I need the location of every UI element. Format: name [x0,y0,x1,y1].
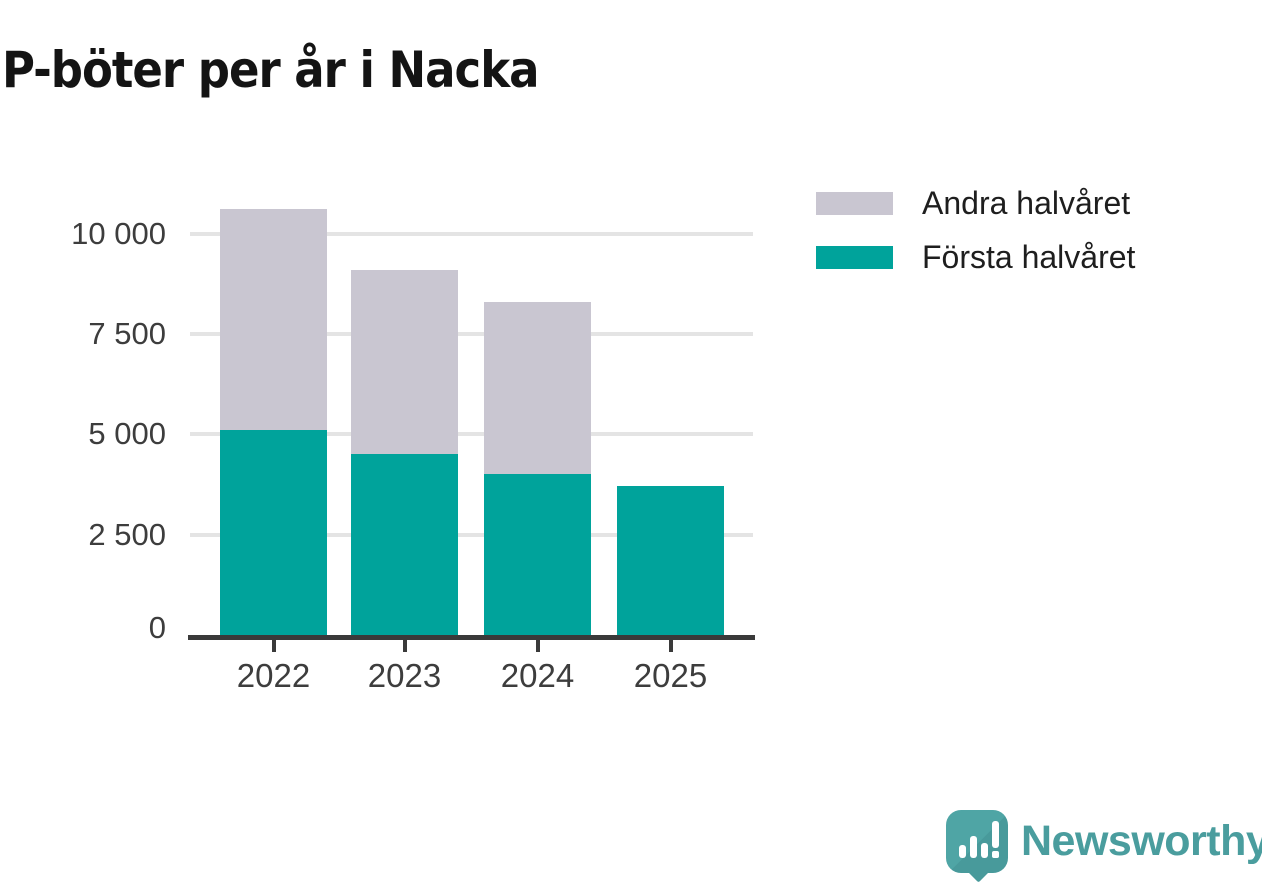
icon-bar-small [959,845,966,858]
x-axis-line [188,635,755,640]
newsworthy-wordmark: Newsworthy [1021,817,1262,865]
bar-2023-forsta [351,454,458,635]
legend-swatch-andra-halvaret [816,191,893,215]
bar-2025-forsta [617,486,724,635]
newsworthy-bubble-chart-icon [946,810,1008,883]
legend-label: Första halvåret [922,238,1136,275]
icon-exclamation-dot [992,851,999,858]
gridline-10000 [190,231,753,236]
page-title: P-böter per år i Nacka [2,40,539,99]
bar-2022-andra [220,209,327,431]
legend-item-andra-halvaret: Andra halvåret [816,184,1135,221]
bar-2024-forsta [484,474,591,635]
icon-exclamation-stem [992,821,999,848]
x-axis-label-2025: 2025 [633,657,708,694]
y-axis-tick-label: 5 000 [88,416,166,452]
y-axis-tick-label: 2 500 [88,516,166,552]
legend-swatch-forsta-halvaret [816,245,893,269]
x-axis-label-2022: 2022 [236,657,311,694]
y-axis-tick-label: 10 000 [71,215,166,251]
legend-label: Andra halvåret [922,184,1131,221]
x-axis-tick-2024 [535,639,540,652]
x-axis-tick-2025 [668,639,673,652]
x-axis-label-2024: 2024 [500,657,575,694]
x-axis-tick-2022 [271,639,276,652]
chart-legend: Andra halvåret Första halvåret [816,184,1136,294]
bar-2022-forsta [220,430,327,635]
bar-2023-andra [351,269,458,455]
legend-item-forsta-halvaret: Första halvåret [816,238,1136,275]
newsworthy-logo: Newsworthy [946,810,1262,883]
bar-2024-andra [484,301,591,475]
gridline-5000 [190,432,753,437]
icon-bar-tall [970,836,977,858]
gridline-7500 [190,331,753,336]
x-axis-tick-2023 [402,639,407,652]
icon-bar-medium [981,843,988,858]
x-axis-label-2023: 2023 [367,657,442,694]
y-axis-tick-label: 7 500 [88,315,166,351]
y-axis-tick-label: 0 [148,610,166,645]
gridline-2500 [190,532,753,537]
